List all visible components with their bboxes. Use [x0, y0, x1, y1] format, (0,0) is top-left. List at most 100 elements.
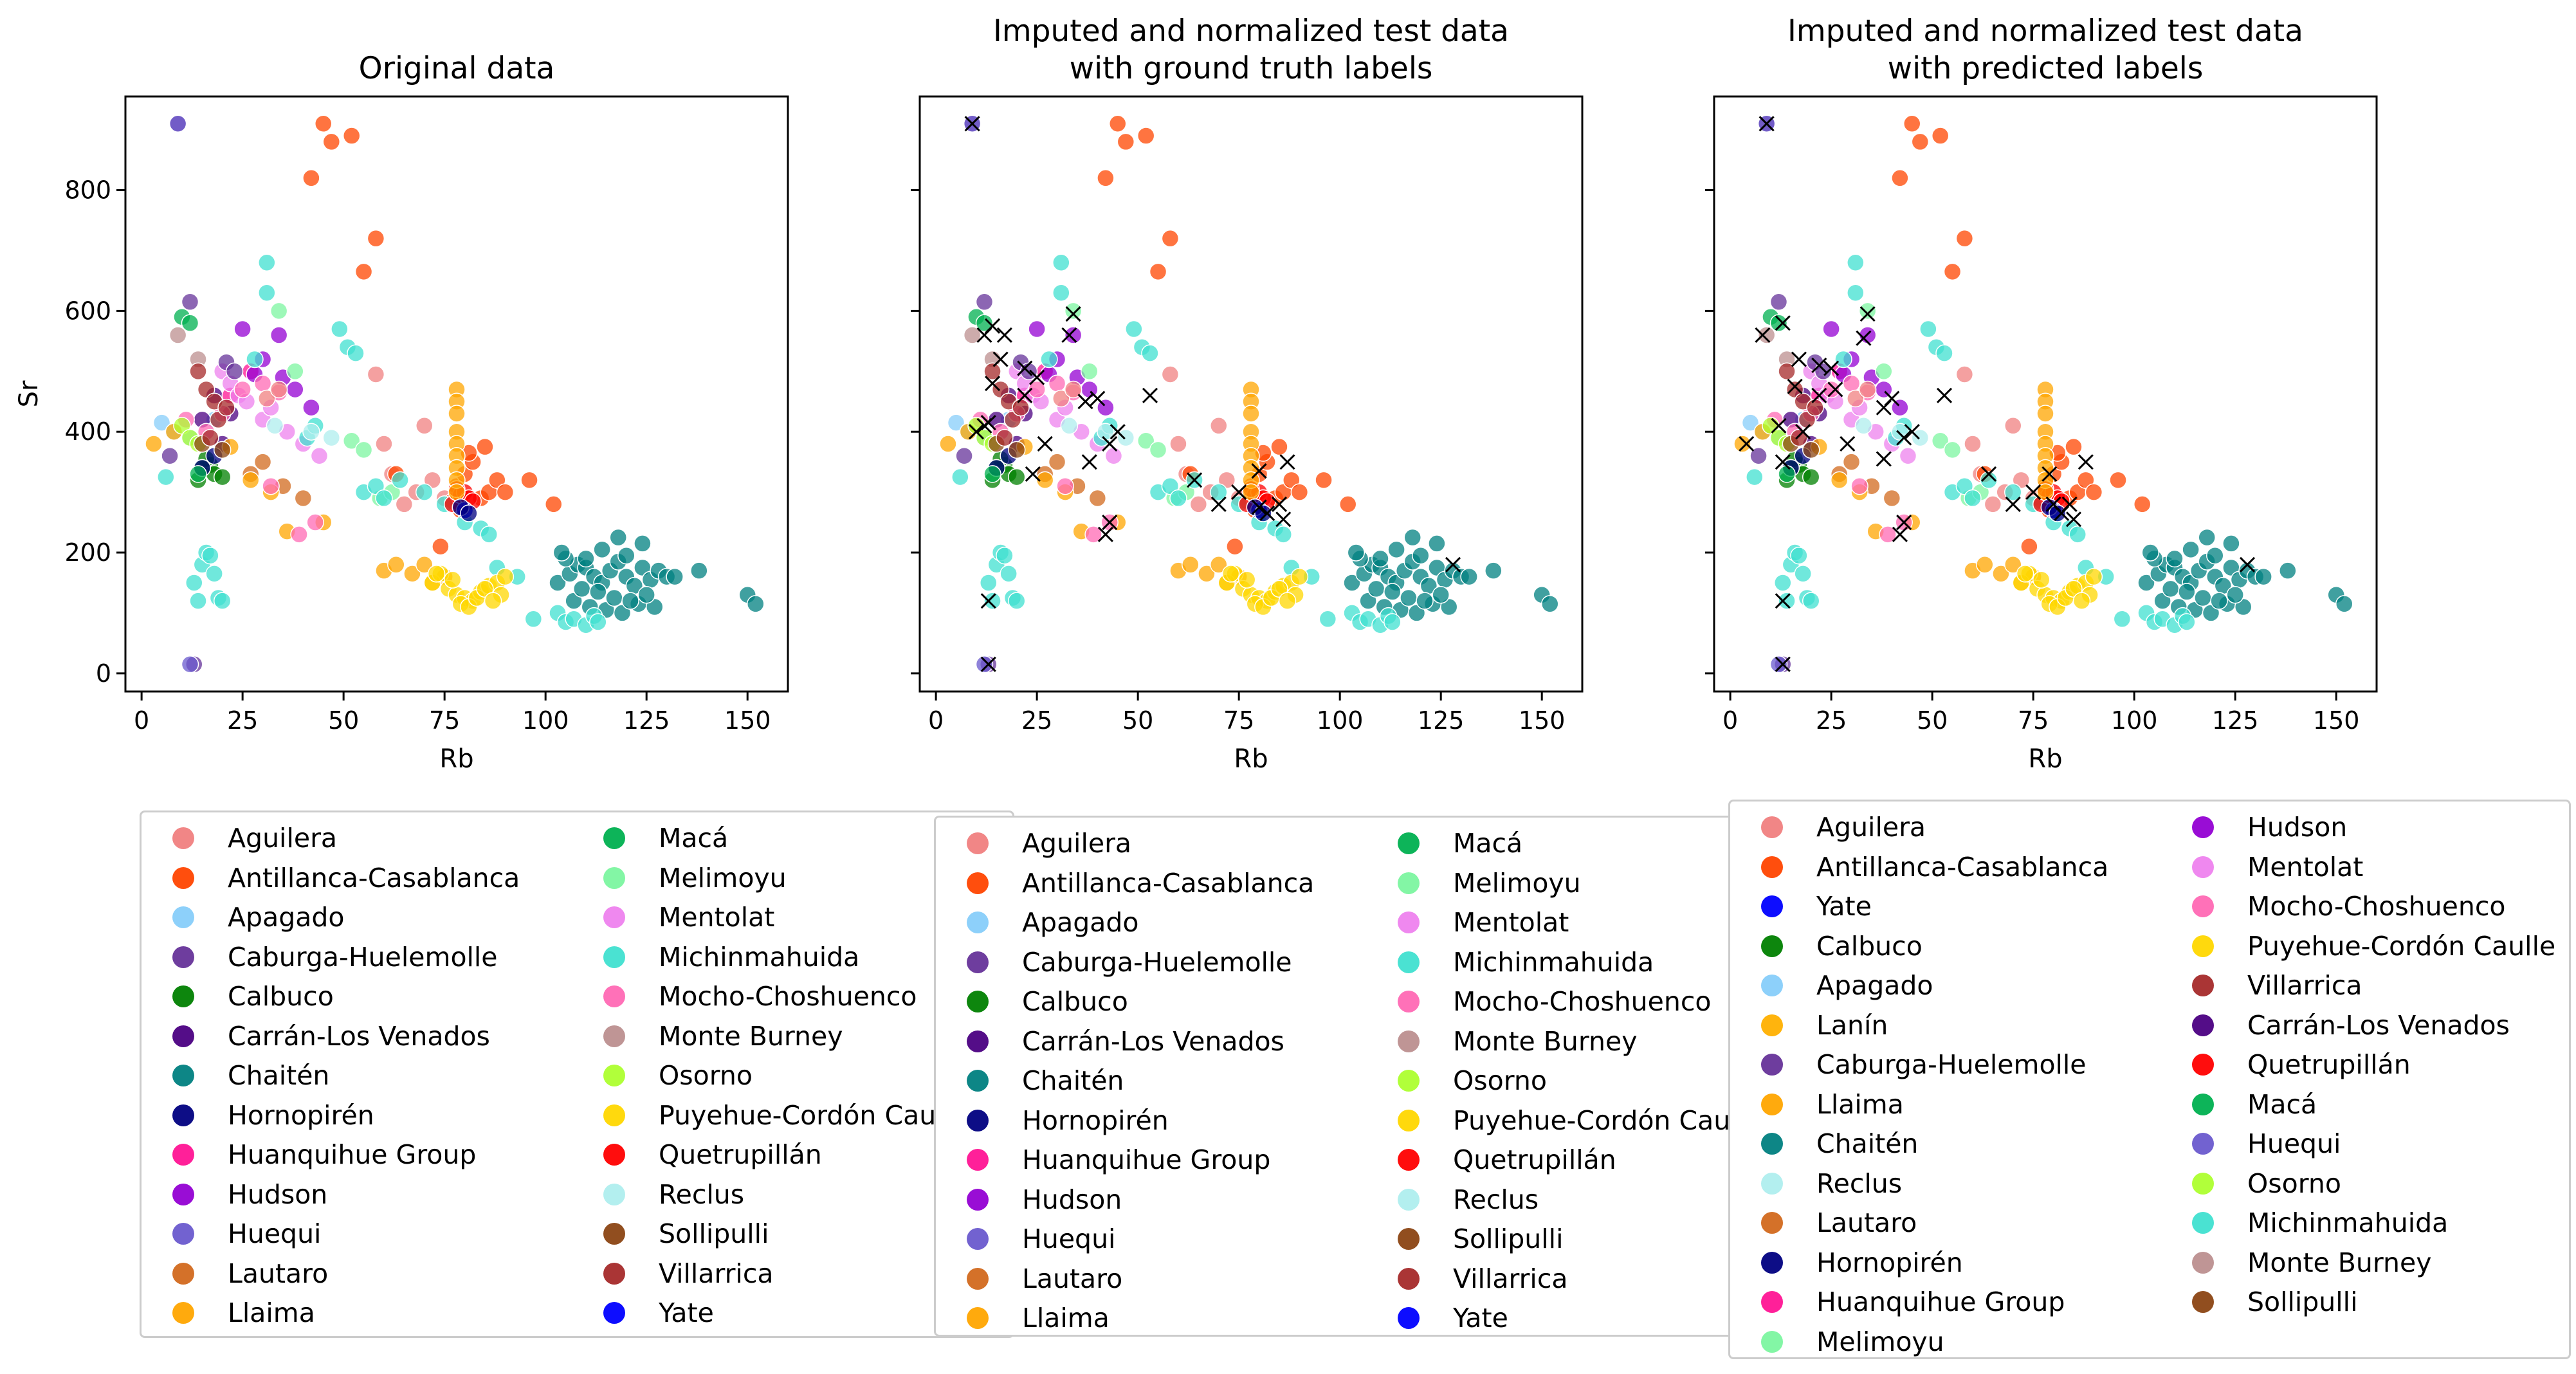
y-tick-label: 800	[64, 176, 111, 205]
data-point	[609, 528, 627, 547]
data-point	[1842, 453, 1861, 471]
data-point	[480, 526, 498, 544]
x-tick-label: 100	[522, 706, 569, 735]
data-point	[1774, 574, 1792, 592]
data-point	[589, 613, 607, 631]
data-point	[1315, 471, 1333, 490]
legend-label: Mocho-Choshuenco	[659, 981, 917, 1012]
data-point	[1822, 380, 1840, 399]
data-point	[1790, 546, 1808, 565]
data-point	[1048, 453, 1066, 471]
legend-marker	[1761, 1172, 1783, 1195]
data-point	[1117, 428, 1135, 447]
test-marker	[1739, 435, 1755, 452]
legend-item: Caburga-Huelemolle	[967, 943, 1292, 982]
legend-item: Huanquihue Group	[1761, 1283, 2065, 1321]
data-point	[1802, 592, 1820, 610]
test-marker	[1210, 496, 1227, 512]
legend-label: Apagado	[1816, 970, 1933, 1001]
data-point	[241, 471, 260, 490]
data-point	[266, 417, 284, 435]
data-point	[1980, 471, 1998, 490]
x-tick-label: 150	[1519, 706, 1566, 735]
test-marker	[1077, 394, 1093, 410]
data-point	[1834, 350, 1852, 369]
legend-label: Puyehue-Cordón Caulle	[2247, 930, 2556, 962]
data-point	[185, 574, 203, 592]
data-point	[2206, 546, 2224, 565]
legend-marker	[2192, 935, 2214, 957]
legend-label: Osorno	[1453, 1065, 1547, 1096]
legend-item: Lautaro	[1761, 1204, 1917, 1242]
data-point	[1064, 302, 1082, 320]
data-point	[553, 544, 571, 562]
data-point	[1911, 133, 1930, 151]
data-point	[1040, 350, 1058, 369]
data-point	[593, 540, 611, 559]
legend-item: Apagado	[1761, 966, 1933, 1005]
data-point	[1955, 365, 1974, 383]
test-marker	[968, 424, 984, 440]
data-point	[1028, 380, 1046, 399]
legend-label: Chaitén	[228, 1060, 330, 1091]
data-point	[1741, 414, 1760, 432]
legend-predicted: Aguilera Antillanca-Casablanca Yate Calbuco…	[1728, 800, 2571, 1359]
x-tick-label: 50	[1917, 706, 1948, 735]
test-marker	[1025, 466, 1041, 482]
x-tick-label: 75	[429, 706, 460, 735]
data-point	[1879, 526, 1897, 544]
legend-label: Antillanca-Casablanca	[228, 862, 520, 893]
legend-item: Yate	[1398, 1299, 1508, 1337]
data-point	[354, 441, 373, 459]
data-point	[443, 571, 462, 589]
test-marker	[1827, 381, 1843, 398]
data-point	[747, 595, 765, 613]
data-point	[1064, 380, 1082, 399]
legend-marker	[1398, 951, 1420, 973]
data-point	[1749, 447, 1768, 465]
legend-label: Hudson	[2247, 812, 2348, 843]
data-point	[666, 567, 684, 586]
legend-label: Melimoyu	[1453, 867, 1581, 899]
data-point	[1367, 580, 1385, 598]
legend-item: Aguilera	[172, 819, 337, 857]
legend-item: Macá	[2192, 1085, 2317, 1124]
legend-item: Calbuco	[1761, 927, 1923, 966]
data-point	[1343, 574, 1361, 592]
data-point	[213, 468, 232, 486]
legend-label: Caburga-Huelemolle	[1816, 1049, 2087, 1080]
x-tick-label: 150	[2313, 706, 2360, 735]
legend-label: Quetrupillán	[1453, 1144, 1616, 1175]
legend-marker	[172, 1144, 194, 1166]
x-tick-label: 75	[2018, 706, 2049, 735]
test-marker	[1251, 499, 1267, 515]
test-marker	[1029, 369, 1045, 385]
data-point	[367, 229, 385, 248]
legend-item: Calbuco	[967, 982, 1128, 1021]
test-marker	[964, 116, 980, 132]
data-point	[347, 344, 365, 362]
data-point	[1161, 229, 1180, 248]
legend-label: Antillanca-Casablanca	[1816, 851, 2109, 883]
legend-item: Huanquihue Group	[967, 1140, 1270, 1179]
data-point	[181, 655, 199, 673]
data-point	[577, 549, 595, 568]
legend-item: Mentolat	[1398, 903, 1569, 942]
test-marker	[1037, 435, 1053, 452]
legend-item: Calbuco	[172, 977, 334, 1016]
legend-label: Sollipulli	[1453, 1223, 1564, 1254]
test-marker	[1275, 511, 1292, 527]
legend-label: Lanín	[1816, 1009, 1888, 1041]
data-point	[2161, 580, 2180, 598]
data-point	[1056, 477, 1074, 495]
legend-label: Reclus	[1453, 1184, 1539, 1215]
data-point	[213, 592, 232, 610]
test-marker	[1787, 378, 1803, 394]
data-point	[246, 350, 264, 369]
data-point	[1432, 585, 1450, 604]
data-point	[302, 169, 320, 187]
data-point	[2222, 535, 2240, 553]
data-point	[1125, 320, 1143, 338]
test-marker	[1142, 387, 1158, 403]
legend-label: Osorno	[659, 1060, 753, 1091]
